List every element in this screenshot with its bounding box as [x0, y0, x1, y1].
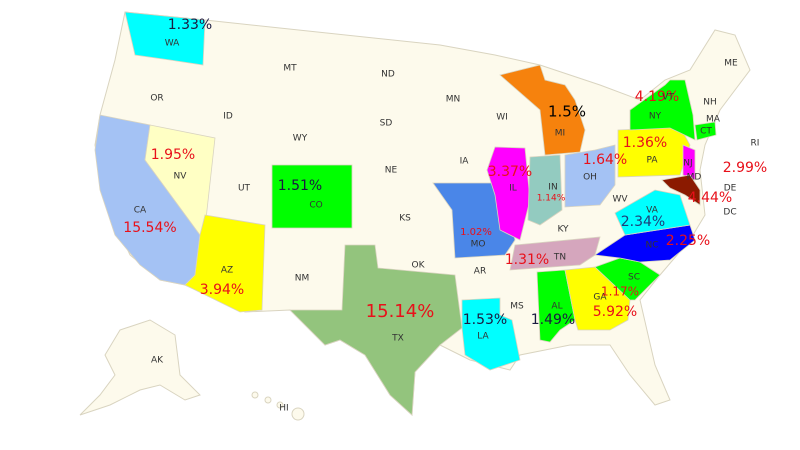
state-percentage: 1.31% [505, 252, 549, 268]
state-shape [682, 144, 696, 181]
state-shape [614, 189, 691, 236]
state-abbr: LA [477, 332, 489, 342]
state-abbr: AR [474, 267, 486, 277]
state-abbr: AK [151, 356, 164, 366]
state-percentage: 1.5% [548, 103, 586, 121]
state-abbr: MT [283, 64, 297, 74]
state-shape [694, 121, 717, 141]
state-percentage: 15.54% [123, 220, 176, 236]
state-abbr: MO [471, 240, 486, 250]
state-abbr: WA [165, 39, 180, 49]
state-abbr: ME [724, 59, 738, 69]
state-abbr: NM [295, 274, 310, 284]
state-percentage: 1.53% [463, 312, 507, 328]
state-abbr: SC [628, 273, 640, 283]
alaska-outline [79, 319, 201, 416]
state-abbr: OK [412, 261, 426, 271]
state-abbr: TX [391, 334, 404, 344]
state-abbr: NC [645, 241, 658, 251]
state-abbr: ID [223, 112, 233, 122]
state-abbr: DE [724, 184, 737, 194]
state-percentage: 1.95% [151, 147, 195, 163]
state-abbr: AZ [221, 266, 233, 276]
state-percentage: 2.34% [621, 214, 665, 230]
state-abbr: VT [662, 93, 674, 103]
state-abbr: VA [646, 206, 659, 216]
state-percentage: 1.49% [531, 312, 575, 328]
state-percentage: 2.99% [723, 160, 767, 176]
state-shape [124, 11, 206, 66]
state-percentage: 1.14% [537, 194, 566, 204]
state-abbr: NY [649, 112, 662, 122]
state-abbr: IA [460, 157, 470, 167]
state-abbr: CT [700, 127, 712, 137]
state-abbr: UT [238, 184, 251, 194]
state-percentage: 1.36% [623, 135, 667, 151]
state-abbr: SD [380, 119, 393, 129]
state-shape [499, 64, 586, 156]
state-percentage: 15.14% [366, 301, 435, 322]
state-abbr: NJ [683, 159, 692, 169]
state-abbr: OH [583, 173, 597, 183]
state-abbr: RI [751, 139, 760, 149]
state-abbr: HI [279, 404, 288, 414]
state-abbr: WI [496, 113, 508, 123]
state-percentage: 1.17% [601, 285, 639, 299]
state-percentage: 4.19% [635, 89, 679, 105]
state-abbr: MN [446, 95, 461, 105]
state-labels: WA 1.33% OR CA 15.54% NV 1.95% ID MT WY UT CO 1.51% A… [123, 17, 767, 414]
state-percentage: 1.51% [278, 178, 322, 194]
state-abbr: GA [593, 293, 607, 303]
state-shapes [94, 11, 717, 416]
state-abbr: MI [555, 129, 565, 139]
state-abbr: MA [706, 115, 721, 125]
state-percentage: 1.33% [168, 17, 212, 33]
state-shape [461, 297, 521, 371]
state-abbr: NE [385, 166, 398, 176]
state-shape [289, 244, 463, 416]
state-percentage: 3.37% [488, 164, 532, 180]
state-abbr: CO [309, 201, 322, 211]
state-percentage: 3.94% [200, 282, 244, 298]
state-percentage: 2.25% [666, 233, 710, 249]
state-abbr: MD [687, 173, 702, 183]
state-shape [527, 154, 563, 226]
state-shape [564, 144, 616, 208]
state-shape [486, 146, 531, 241]
state-abbr: NV [174, 172, 188, 182]
state-abbr: WY [293, 134, 308, 144]
state-shape [629, 79, 696, 141]
state-shape [661, 174, 701, 206]
state-abbr: MS [510, 302, 524, 312]
hawaii-outline [251, 391, 305, 421]
state-abbr: KS [399, 214, 411, 224]
state-shape [184, 214, 266, 313]
state-shape [509, 236, 601, 271]
state-percentage: 5.92% [593, 304, 637, 320]
state-percentage: 4.44% [688, 190, 732, 206]
state-abbr: PA [646, 156, 658, 166]
state-abbr: WV [612, 195, 628, 205]
state-abbr: NH [703, 98, 717, 108]
state-abbr: DC [723, 208, 736, 218]
state-abbr: AL [551, 302, 562, 312]
state-percentage: 1.64% [583, 152, 627, 168]
state-shape [271, 164, 353, 229]
state-abbr: KY [557, 225, 569, 235]
state-abbr: OR [150, 94, 163, 104]
state-abbr: CA [134, 206, 147, 216]
state-abbr: ND [381, 70, 395, 80]
state-abbr: IL [509, 184, 517, 194]
state-abbr: TN [553, 253, 566, 263]
state-percentage: 1.02% [460, 227, 492, 238]
state-abbr: IN [548, 183, 557, 193]
